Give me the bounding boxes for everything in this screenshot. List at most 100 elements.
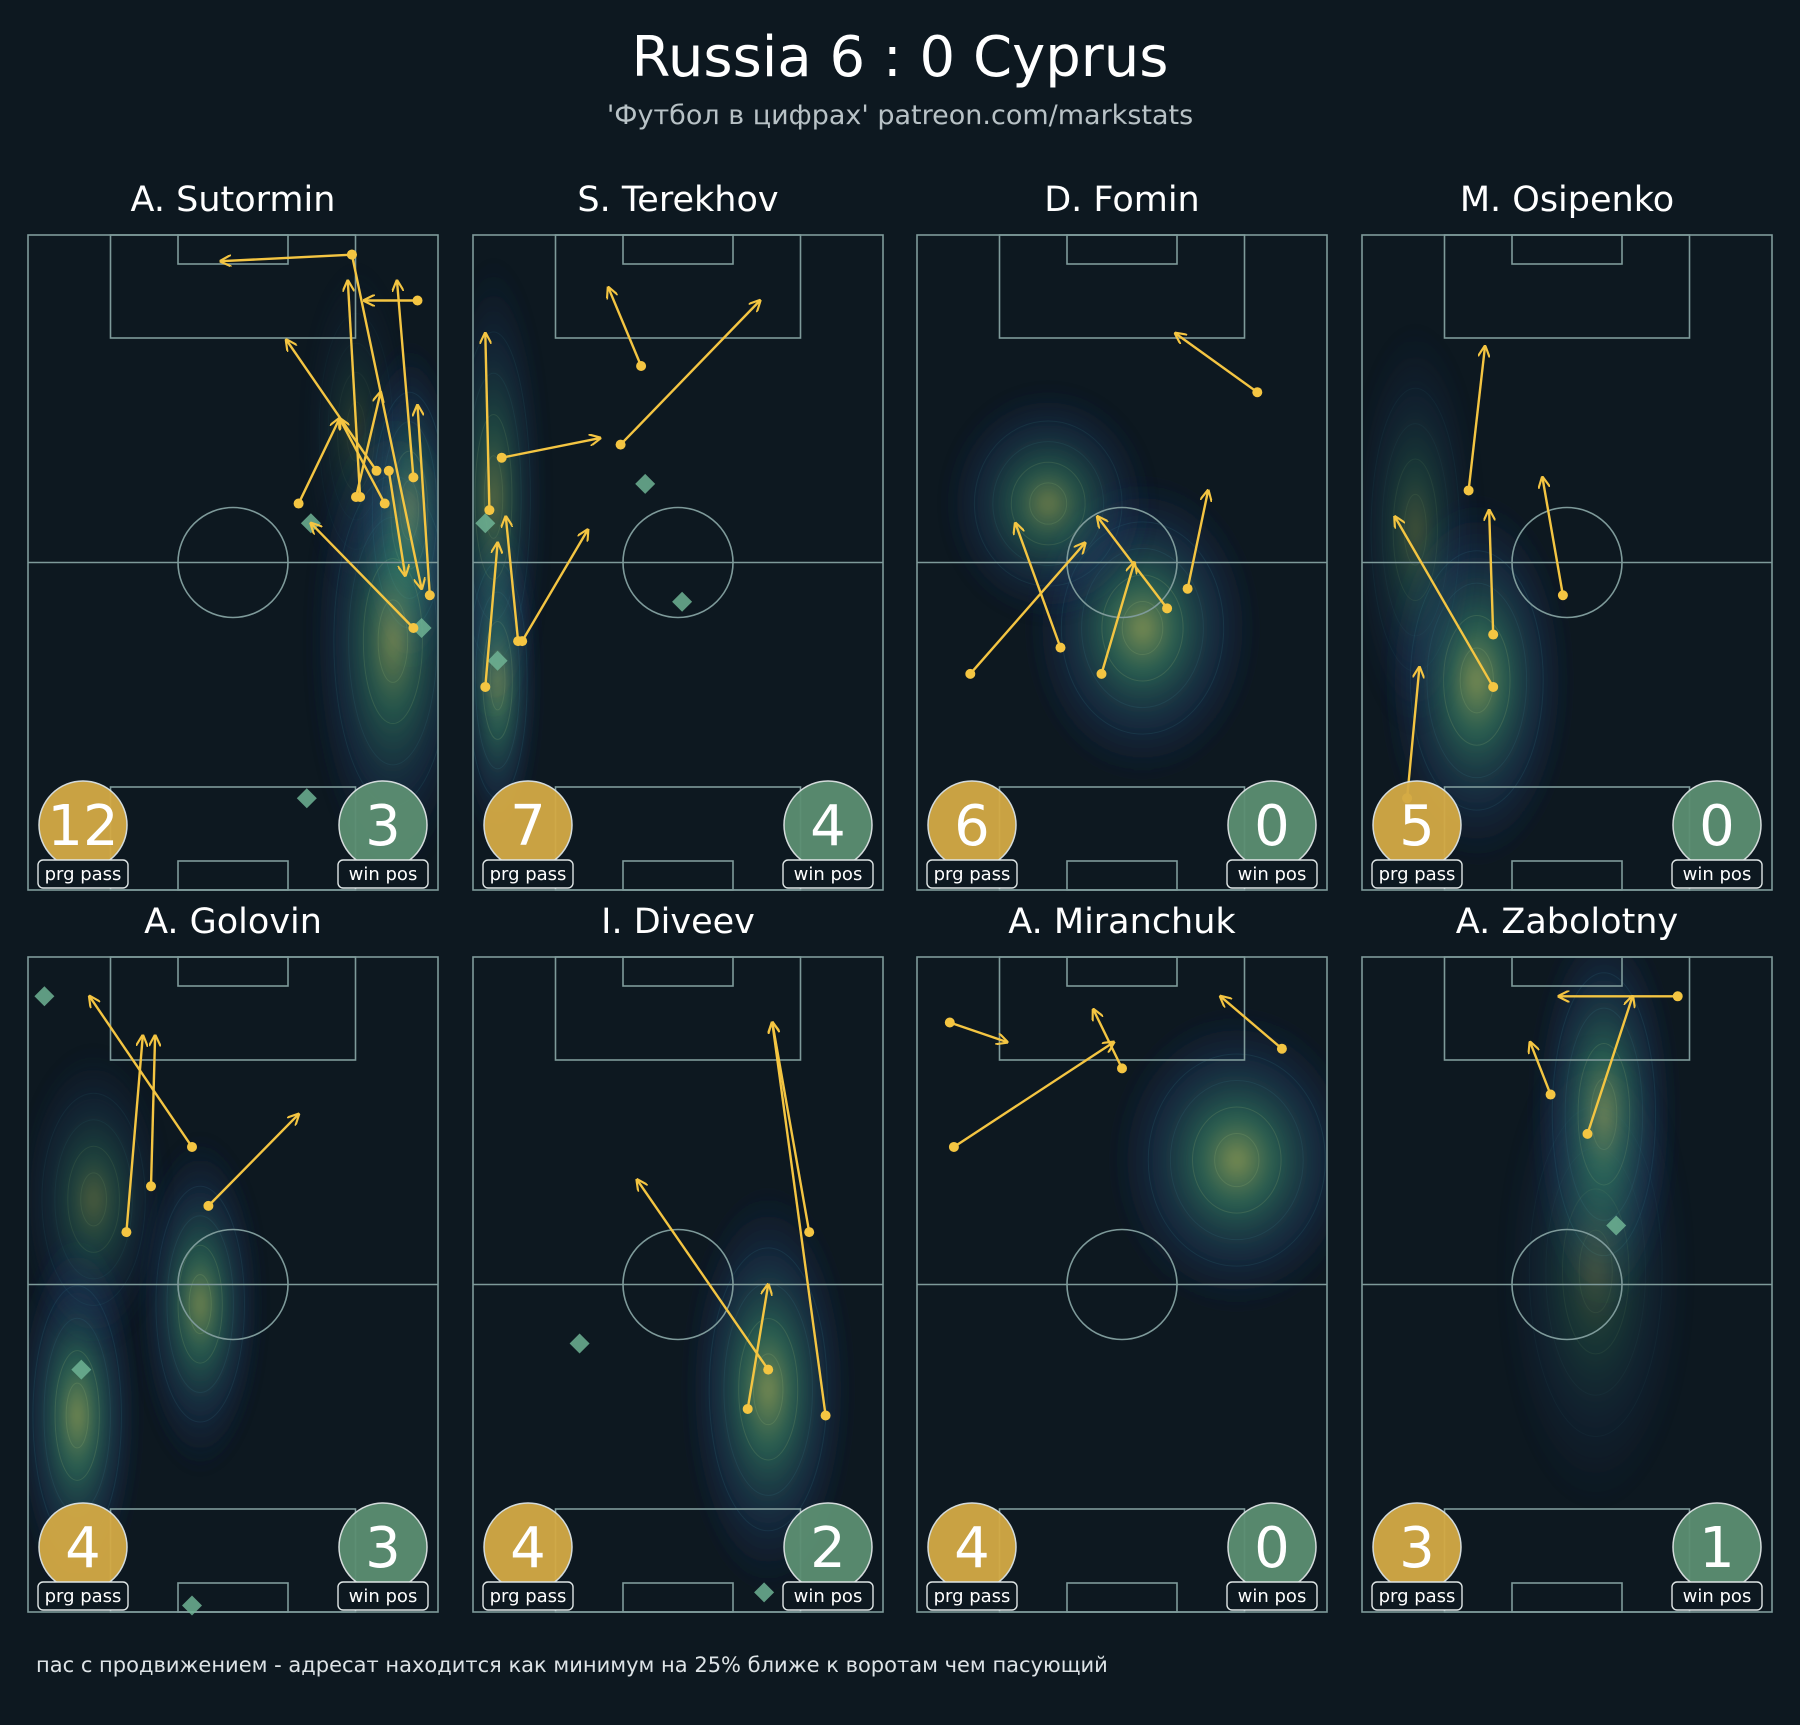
won-possession-badge: 1 win pos [1671,1502,1763,1611]
progressive-pass-badge-value: 5 [1399,794,1435,859]
pass-origin-dot [408,623,419,633]
progressive-pass-badge-label: prg pass [490,1586,567,1607]
progressive-pass-badge-label-box [37,1581,129,1611]
progressive-pass-badge-label-box [926,1581,1018,1611]
pass-origin-dot [636,361,647,371]
six-yard-box-top [1511,234,1623,265]
won-possession-badge: 4 win pos [782,780,874,889]
six-yard-box-bottom [177,860,289,891]
six-yard-box-bottom [1066,860,1178,891]
heat-contour [65,1382,89,1449]
progressive-pass-badge-value: 6 [954,794,990,859]
pass-arrow [354,392,381,498]
heat-blob [1362,325,1480,735]
pitch [27,234,439,891]
six-yard-box-top [1066,234,1178,265]
six-yard-box-top [177,956,289,987]
penalty-box-bottom [998,1508,1246,1613]
pass-arrow [608,287,643,367]
center-circle [1066,1228,1178,1341]
won-possession-badge-value: 0 [1254,1516,1290,1581]
heat-contour [67,1145,120,1253]
pass-arrow [1220,996,1283,1050]
player-name: A. Miranchuk [1008,902,1236,942]
penalty-box-bottom [998,786,1246,891]
pass-arrow [506,517,520,642]
progressive-pass-badge-label: prg pass [45,864,122,885]
progressive-pass-badge-value: 12 [47,794,118,859]
won-possession-badge-label: win pos [1238,864,1307,885]
progressive-pass-badge-label-box [1371,1581,1463,1611]
heat-contour [327,342,385,521]
progressive-pass-badge-label: prg pass [490,864,567,885]
pass-origin-dot [480,681,491,692]
pass-arrow [221,253,352,262]
heatmap [1499,957,1692,1510]
won-possession-badge-label: win pos [794,864,863,885]
player-name: D. Fomin [1044,180,1200,220]
player-panel: M. Osipenko 5 prg pass 0 win pos [1361,180,1773,891]
progressive-pass-badge-label-box [1371,859,1463,889]
heat-contour [1459,647,1494,714]
heat-contour [473,372,522,622]
pass-origin-dot [293,498,304,509]
pass-arrow [350,254,422,589]
won-possession-badge-value: 2 [810,1516,846,1581]
progressive-pass-badge-label: prg pass [934,1586,1011,1607]
pass-arrow [1467,346,1485,491]
pass-origin-dot [346,249,357,260]
heat-contour [1029,482,1068,525]
heat-blob [136,1133,265,1475]
pass-arrow [501,438,600,459]
pass-origin-dot [965,668,976,679]
pass-origin-dot [804,1227,815,1238]
pass-origin-dot [1582,1128,1593,1139]
progressive-pass-badge-value: 4 [510,1516,546,1581]
six-yard-box-top [622,956,734,987]
figure-subtitle: 'Футбол в цифрах' patreon.com/markstats [607,100,1193,131]
won-possession-badge: 0 win pos [1226,780,1318,889]
pass-arrow [311,523,415,629]
center-circle [1511,1228,1623,1341]
pass-arrow [953,1042,1114,1148]
pass-origin-dot [763,1364,774,1375]
pass-origin-dot [820,1410,831,1421]
six-yard-box-bottom [1066,1582,1178,1613]
pass-arrow [340,418,386,505]
won-possession-marker [672,591,693,612]
progressive-pass-badge: 5 prg pass [1371,780,1463,889]
pitch [916,956,1328,1613]
penalty-box-top [109,956,357,1061]
pass-arrow [348,281,362,498]
won-possession-badge-label: win pos [349,1586,418,1607]
heat-contour [1578,1229,1613,1314]
won-possession-badge-value: 0 [1699,794,1735,859]
won-possession-badge-label-box [337,859,429,889]
six-yard-box-bottom [1511,1582,1623,1613]
six-yard-box-bottom [177,1582,289,1613]
heat-blob [941,384,1155,623]
won-possession-marker [34,986,55,1007]
heatmap [941,384,1260,782]
pass-arrow [969,543,1085,675]
heat-blob [682,1184,854,1594]
won-possession-badge-label: win pos [794,1586,863,1607]
pass-origin-dot [1276,1043,1287,1054]
heat-contour [54,1119,133,1280]
pass-origin-dot [351,492,361,502]
won-possession-badge-value: 0 [1254,794,1290,859]
won-possession-badge-label-box [1226,1581,1318,1611]
progressive-pass-badge-value: 4 [954,1516,990,1581]
player-panel: D. Fomin 6 prg pass 0 win pos [916,180,1328,891]
won-possession-badge-label-box [782,859,874,889]
progressive-pass-badge: 4 prg pass [482,1502,574,1611]
player-panel: I. Diveev 4 prg pass 2 win pos [472,902,884,1613]
pass-origin-dot [944,1017,955,1028]
progressive-pass-badge: 3 prg pass [1371,1502,1463,1611]
won-possession-badge-label-box [1671,859,1763,889]
progressive-pass-badge-label-box [482,1581,574,1611]
won-possession-marker [754,1582,775,1603]
progressive-pass-badge-label-box [37,859,129,889]
